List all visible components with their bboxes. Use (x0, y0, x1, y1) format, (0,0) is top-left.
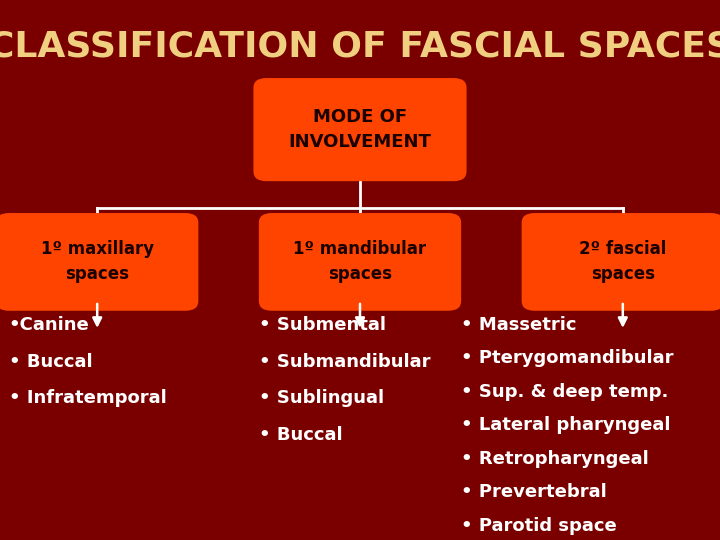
Text: • Submandibular: • Submandibular (259, 353, 431, 370)
Text: 2º fascial
spaces: 2º fascial spaces (579, 240, 667, 284)
Text: • Prevertebral: • Prevertebral (461, 483, 606, 501)
FancyBboxPatch shape (253, 78, 467, 181)
Text: • Massetric: • Massetric (461, 316, 576, 334)
FancyBboxPatch shape (259, 213, 461, 311)
Text: • Sublingual: • Sublingual (259, 389, 384, 407)
Text: • Sup. & deep temp.: • Sup. & deep temp. (461, 383, 668, 401)
Text: • Buccal: • Buccal (259, 426, 343, 444)
Text: • Parotid space: • Parotid space (461, 517, 616, 535)
Text: • Lateral pharyngeal: • Lateral pharyngeal (461, 416, 670, 434)
Text: • Submental: • Submental (259, 316, 386, 334)
Text: CLASSIFICATION OF FASCIAL SPACES: CLASSIFICATION OF FASCIAL SPACES (0, 30, 720, 64)
Text: •Canine: •Canine (9, 316, 89, 334)
Text: MODE OF
INVOLVEMENT: MODE OF INVOLVEMENT (289, 108, 431, 151)
Text: • Infratemporal: • Infratemporal (9, 389, 166, 407)
Text: 1º maxillary
spaces: 1º maxillary spaces (40, 240, 154, 284)
FancyBboxPatch shape (0, 213, 198, 311)
Text: • Pterygomandibular: • Pterygomandibular (461, 349, 673, 367)
Text: 1º mandibular
spaces: 1º mandibular spaces (294, 240, 426, 284)
Text: • Retropharyngeal: • Retropharyngeal (461, 450, 649, 468)
Text: • Buccal: • Buccal (9, 353, 92, 370)
FancyBboxPatch shape (521, 213, 720, 311)
